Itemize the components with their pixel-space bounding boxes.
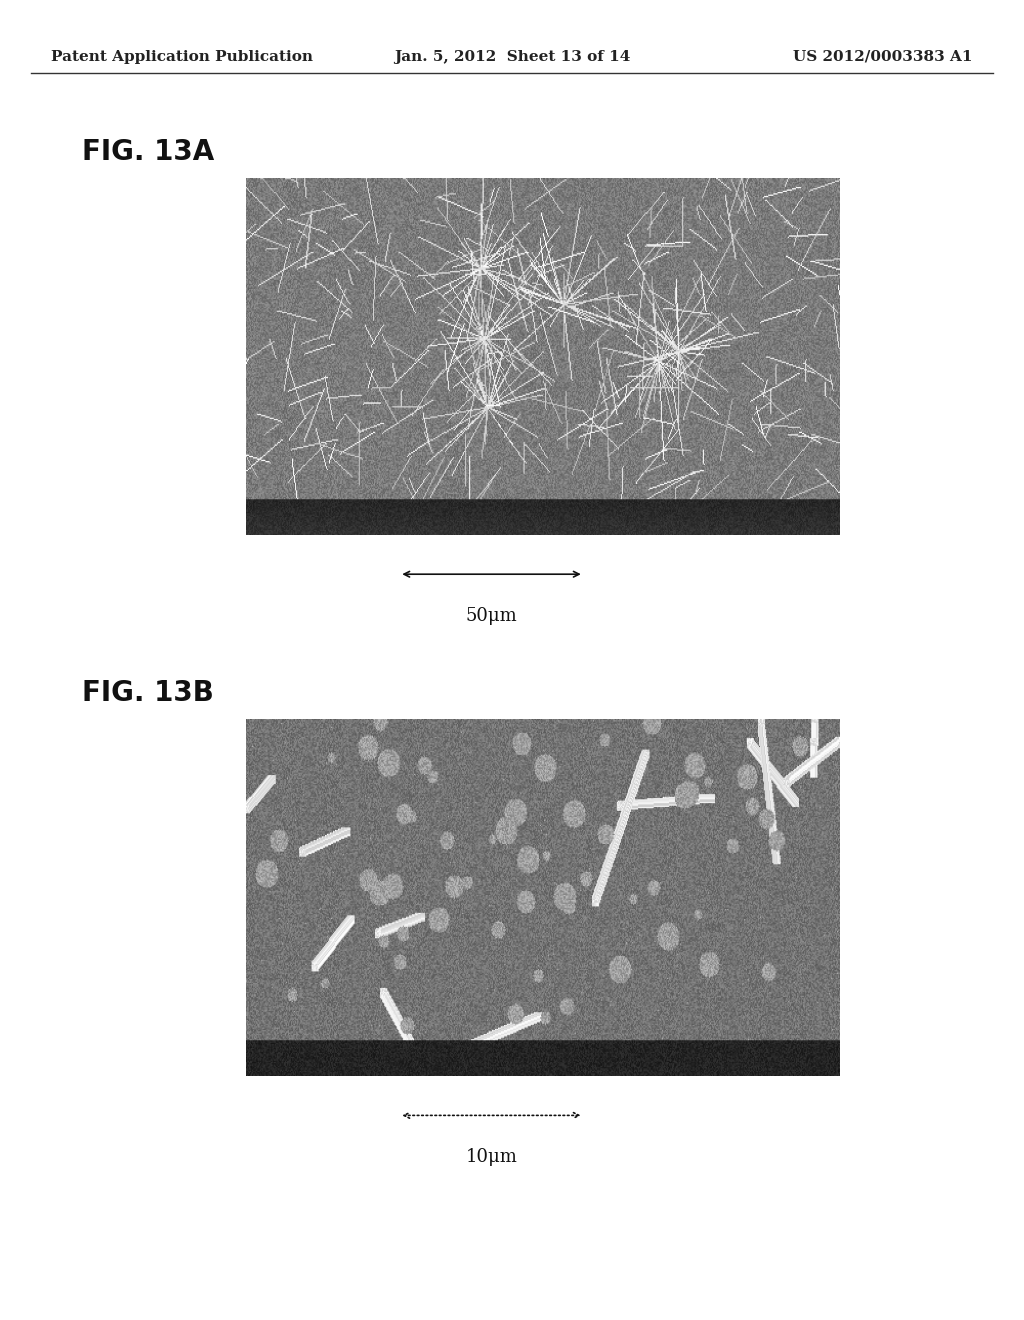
Text: 10μm: 10μm: [466, 1148, 517, 1167]
Text: Jan. 5, 2012  Sheet 13 of 14: Jan. 5, 2012 Sheet 13 of 14: [394, 50, 630, 63]
Text: FIG. 13A: FIG. 13A: [82, 137, 214, 166]
Text: FIG. 13B: FIG. 13B: [82, 678, 214, 708]
Text: US 2012/0003383 A1: US 2012/0003383 A1: [794, 50, 973, 63]
Text: 50μm: 50μm: [466, 607, 517, 626]
Text: Patent Application Publication: Patent Application Publication: [51, 50, 313, 63]
